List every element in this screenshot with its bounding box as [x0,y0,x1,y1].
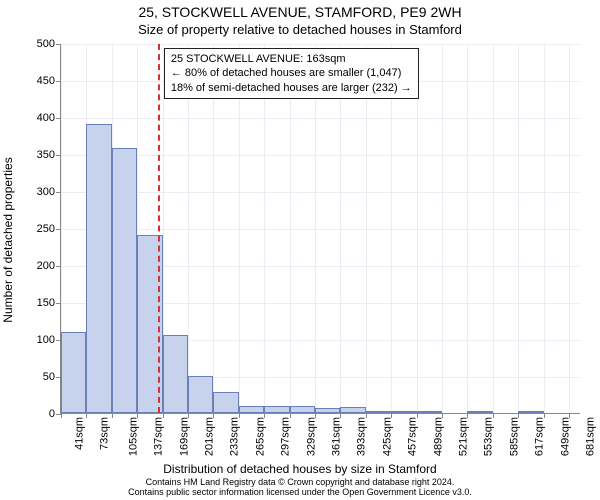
vgridline [188,44,189,413]
histogram-bar [264,406,289,413]
histogram-bar [163,335,188,413]
x-tick-label: 73sqm [99,413,111,450]
histogram-bar [391,411,416,413]
chart-title-sub: Size of property relative to detached ho… [0,22,600,37]
histogram-bar [290,406,315,413]
x-axis-label: Distribution of detached houses by size … [0,462,600,476]
histogram-bar [112,148,137,413]
reference-line [158,44,160,413]
histogram-bar [188,376,213,413]
histogram-bar [61,332,86,413]
annotation-line-2: ← 80% of detached houses are smaller (1,… [171,66,412,80]
y-tick-label: 300 [37,186,61,198]
vgridline [290,44,291,413]
annotation-line-3: 18% of semi-detached houses are larger (… [171,81,412,95]
vgridline [417,44,418,413]
x-tick-label: 681sqm [585,413,597,456]
histogram-bar [239,406,264,413]
histogram-bar [315,408,340,413]
vgridline [544,44,545,413]
gridline [61,155,580,156]
x-tick-label: 553sqm [483,413,495,456]
histogram-bar [213,392,238,413]
x-tick-label: 489sqm [432,413,444,456]
y-tick-label: 100 [37,334,61,346]
y-tick-label: 50 [43,371,61,383]
x-tick-label: 521sqm [458,413,470,456]
x-tick-label: 617sqm [534,413,546,456]
x-tick-label: 265sqm [254,413,266,456]
y-tick-label: 450 [37,75,61,87]
footer-attribution: Contains HM Land Registry data © Crown c… [0,478,600,498]
histogram-bar [366,411,391,413]
vgridline [366,44,367,413]
vgridline [569,44,570,413]
x-tick-label: 361sqm [331,413,343,456]
gridline [61,192,580,193]
x-tick-label: 649sqm [559,413,571,456]
plot-area: 05010015020025030035040045050041sqm73sqm… [60,44,580,414]
x-tick-label: 41sqm [74,413,86,450]
y-tick-label: 0 [49,408,61,420]
vgridline [391,44,392,413]
histogram-bar [467,411,492,413]
vgridline [442,44,443,413]
histogram-bar [86,124,111,413]
x-tick-label: 393sqm [356,413,368,456]
chart-title-main: 25, STOCKWELL AVENUE, STAMFORD, PE9 2WH [0,4,600,20]
y-tick-label: 250 [37,223,61,235]
histogram-bar [340,407,365,413]
annotation-box: 25 STOCKWELL AVENUE: 163sqm ← 80% of det… [164,48,419,99]
y-tick-label: 500 [37,38,61,50]
y-tick-label: 200 [37,260,61,272]
annotation-line-1: 25 STOCKWELL AVENUE: 163sqm [171,52,412,66]
x-tick-label: 585sqm [508,413,520,456]
x-tick-label: 329sqm [305,413,317,456]
gridline [61,44,580,45]
y-axis-label: Number of detached properties [1,157,15,322]
vgridline [518,44,519,413]
x-tick-label: 457sqm [407,413,419,456]
x-tick-label: 137sqm [153,413,165,456]
vgridline [264,44,265,413]
x-tick-label: 297sqm [280,413,292,456]
x-tick-label: 233sqm [229,413,241,456]
vgridline [239,44,240,413]
vgridline [467,44,468,413]
vgridline [340,44,341,413]
histogram-bar [518,411,543,413]
vgridline [213,44,214,413]
x-tick-label: 201sqm [204,413,216,456]
vgridline [493,44,494,413]
gridline [61,229,580,230]
histogram-bar [417,411,442,413]
x-tick-label: 425sqm [381,413,393,456]
gridline [61,118,580,119]
vgridline [315,44,316,413]
y-tick-label: 150 [37,297,61,309]
chart-container: 25, STOCKWELL AVENUE, STAMFORD, PE9 2WH … [0,0,600,500]
footer-line-2: Contains public sector information licen… [0,488,600,498]
y-tick-label: 350 [37,149,61,161]
y-tick-label: 400 [37,112,61,124]
x-tick-label: 169sqm [178,413,190,456]
x-tick-label: 105sqm [127,413,139,456]
